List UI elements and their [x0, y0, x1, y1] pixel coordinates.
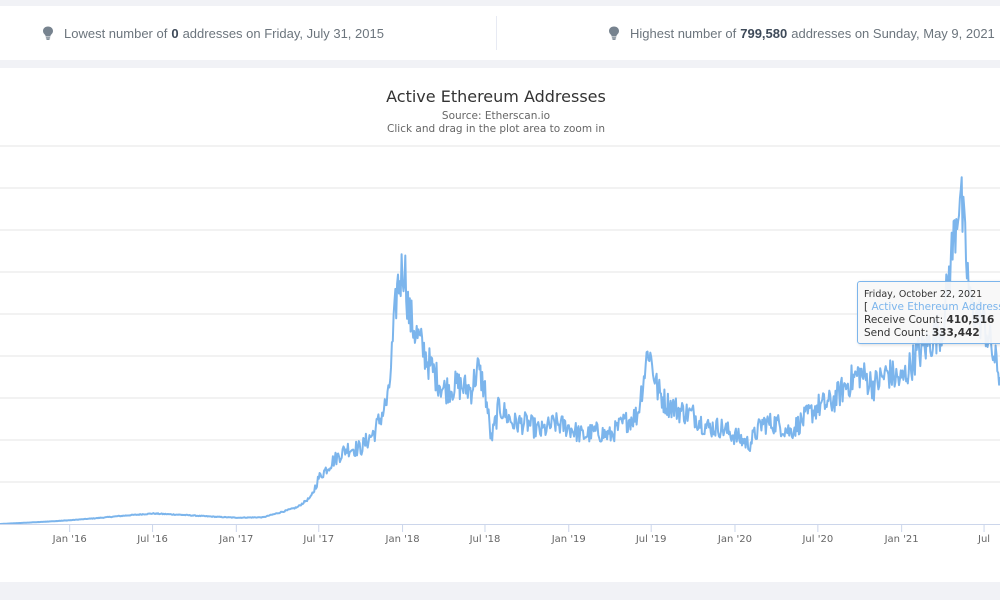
tooltip-send-row: Send Count: 333,442 [864, 327, 1000, 340]
gridlines [0, 145, 1000, 483]
tooltip-series-name: Active Ethereum Addresses [871, 301, 1000, 313]
highest-prefix: Highest number of [630, 25, 737, 41]
tooltip-series-row: [ Active Ethereum Addresses [864, 301, 1000, 314]
x-tick-label: Jul '17 [302, 534, 334, 545]
x-tick-label: Jul '19 [635, 534, 667, 545]
x-tick-label: Jan '17 [218, 534, 253, 545]
x-tick-label: Jan '16 [52, 534, 87, 545]
chart-subtitle-source: Source: Etherscan.io [442, 110, 550, 122]
chart-subtitle-zoom-hint: Click and drag in the plot area to zoom … [387, 123, 605, 135]
tooltip-bracket: [ [864, 301, 869, 313]
x-tick-label: Jul [977, 534, 990, 545]
lightbulb-icon [43, 26, 53, 40]
highest-value: 799,580 [740, 25, 788, 41]
series-group [0, 176, 1000, 525]
tooltip-date: Friday, October 22, 2021 [864, 289, 983, 300]
tooltip-receive-label: Receive Count: [864, 314, 944, 326]
chart-title: Active Ethereum Addresses [386, 87, 606, 106]
lowest-suffix: addresses on Friday, July 31, 2015 [182, 25, 384, 41]
highest-stat: Highest number of 799,580 addresses on S… [608, 6, 995, 60]
tooltip-send-label: Send Count: [864, 327, 929, 339]
tooltip-receive-row: Receive Count: 410,516 [864, 314, 1000, 327]
tooltip-send-value: 333,442 [931, 327, 980, 339]
x-tick-label: Jul '20 [801, 534, 833, 545]
line-chart[interactable]: Active Ethereum Addresses Source: Ethers… [0, 68, 1000, 582]
stats-divider [496, 16, 497, 50]
tooltip-receive-value: 410,516 [946, 314, 995, 326]
x-tick-label: Jan '20 [717, 534, 752, 545]
x-tick-label: Jan '21 [884, 534, 919, 545]
highest-suffix: addresses on Sunday, May 9, 2021 [791, 25, 995, 41]
x-axis: Jan '16 Jul '16 Jan '17 Jul '17 Jan '18 Jul '… [0, 524, 1000, 545]
series-line-active-addresses[interactable] [0, 176, 1000, 525]
chart-tooltip: Friday, October 22, 2021 [ Active Ethere… [857, 281, 1000, 344]
chart-card: Active Ethereum Addresses Source: Ethers… [0, 68, 1000, 582]
lowest-value: 0 [171, 25, 179, 41]
lowest-prefix: Lowest number of [64, 25, 168, 41]
stats-bar: Lowest number of 0 addresses on Friday, … [0, 6, 1000, 60]
lightbulb-icon [609, 26, 619, 40]
x-tick-label: Jul '16 [136, 534, 168, 545]
x-tick-label: Jul '18 [469, 534, 501, 545]
lowest-stat: Lowest number of 0 addresses on Friday, … [42, 6, 384, 60]
x-tick-label: Jan '19 [551, 534, 586, 545]
x-tick-label: Jan '18 [385, 534, 420, 545]
